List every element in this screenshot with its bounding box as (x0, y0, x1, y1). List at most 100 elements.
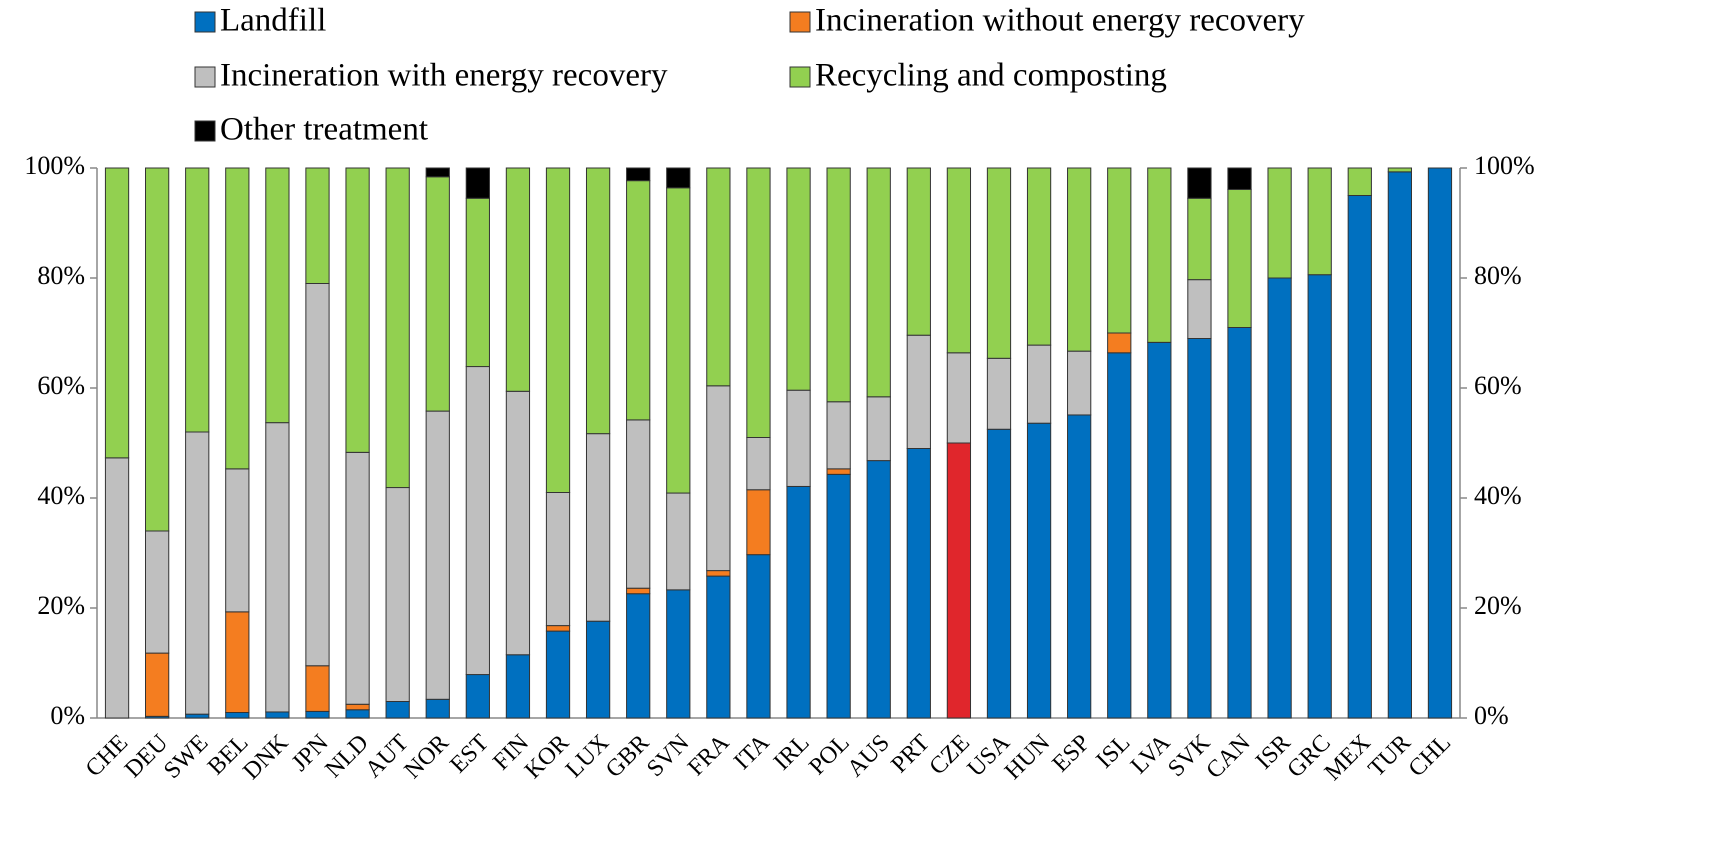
bar-segment (626, 587, 651, 595)
y-tick-label: 20% (37, 591, 85, 620)
bar-segment (626, 593, 651, 719)
y-tick-label: 0% (50, 701, 85, 730)
x-tick-label: SWE (159, 730, 213, 784)
bar-segment (666, 589, 691, 719)
legend-label: Recycling and composting (815, 58, 1167, 94)
bar-segment (786, 485, 811, 719)
bar-segment (986, 357, 1012, 430)
bar-segment (345, 709, 370, 719)
bar-segment (185, 713, 210, 719)
legend-swatch (194, 11, 216, 33)
bar-segment (385, 701, 410, 719)
y-tick-label: 100% (24, 151, 85, 180)
bar-segment (746, 437, 771, 491)
bar-segment (906, 334, 931, 450)
bar-segment (1067, 350, 1092, 416)
x-tick-label: MEX (1320, 730, 1376, 786)
x-tick-label: TUR (1364, 730, 1416, 782)
bar-segment (1187, 197, 1212, 281)
bar-segment (1307, 274, 1332, 719)
bar-segment (1347, 167, 1372, 196)
bar-segment (465, 674, 490, 719)
bar-segment (345, 703, 370, 711)
bar-segment (1267, 277, 1292, 719)
x-tick-label: DEU (120, 730, 173, 783)
bar-segment (185, 431, 210, 715)
bar-segment (225, 468, 250, 613)
y-tick-label: 80% (37, 261, 85, 290)
bar-segment (786, 167, 811, 391)
bar-segment (1307, 167, 1332, 276)
bar-segment (145, 167, 170, 532)
x-tick-label: ISL (1092, 730, 1136, 774)
x-tick-label: NOR (400, 730, 454, 784)
bar-segment (305, 710, 330, 719)
bar-segment (1067, 414, 1092, 719)
bar-segment (1187, 279, 1212, 339)
bar-segment (1026, 422, 1052, 719)
bar-segment (866, 167, 891, 398)
bar-segment (585, 433, 611, 622)
bar-segment (425, 176, 450, 412)
bar-segment (465, 167, 490, 199)
bar-segment (866, 396, 891, 462)
y2-tick-label: 100% (1474, 151, 1535, 180)
legend-swatch (194, 120, 216, 142)
y2-tick-label: 0% (1474, 701, 1509, 730)
bar-segment (1227, 188, 1252, 328)
bar-segment (1026, 167, 1052, 346)
bar-segment (746, 167, 771, 438)
bar-segment (585, 620, 611, 719)
bar-segment (1107, 332, 1132, 354)
bar-segment (946, 352, 972, 444)
bar-segment (626, 167, 651, 182)
bar-segment (265, 422, 290, 713)
bar-segment (706, 575, 731, 719)
x-tick-label: CHE (81, 730, 133, 782)
bar-segment (746, 489, 771, 556)
x-tick-label: KOR (520, 730, 574, 784)
bar-segment (1107, 352, 1132, 719)
x-tick-label: AUT (361, 730, 415, 784)
bar-segment (1227, 167, 1252, 190)
y2-tick-label: 20% (1474, 591, 1522, 620)
x-tick-label: SVN (642, 730, 694, 782)
legend-swatch (194, 66, 216, 88)
bar-segment (225, 712, 250, 719)
x-tick-label: AUS (843, 730, 895, 782)
bar-segment (1147, 167, 1172, 343)
x-tick-label: EST (445, 730, 494, 779)
bar-segment (505, 390, 531, 656)
x-tick-label: GBR (601, 730, 654, 783)
x-tick-label: SVK (1163, 729, 1216, 782)
y-tick-label: 40% (37, 481, 85, 510)
x-tick-label: CZE (925, 730, 975, 780)
bar-segment (345, 167, 370, 453)
bar-segment (225, 611, 250, 713)
bar-segment (305, 665, 330, 712)
bar-segment (866, 460, 891, 719)
legend-label: Other treatment (220, 112, 428, 148)
legend-swatch (789, 66, 811, 88)
bar-segment (666, 187, 691, 494)
bar-segment (1147, 341, 1172, 719)
x-tick-label: ESP (1048, 730, 1096, 778)
bar-segment (265, 711, 290, 719)
bar-segment (104, 167, 130, 459)
bar-segment (1026, 344, 1052, 424)
bar-segment (104, 457, 130, 719)
bar-segment (826, 167, 851, 403)
bar-segment (746, 554, 771, 719)
bar-segment (545, 630, 571, 719)
x-tick-label: POL (804, 730, 854, 780)
bar-segment (1187, 338, 1212, 719)
legend-swatch (789, 11, 811, 33)
bar-segment (626, 180, 651, 421)
bar-segment (666, 492, 691, 591)
x-tick-label: CAN (1201, 730, 1255, 784)
bar-segment (225, 167, 250, 470)
bar-segment (545, 492, 571, 627)
bar-segment (1187, 167, 1212, 199)
bar-segment (626, 419, 651, 589)
